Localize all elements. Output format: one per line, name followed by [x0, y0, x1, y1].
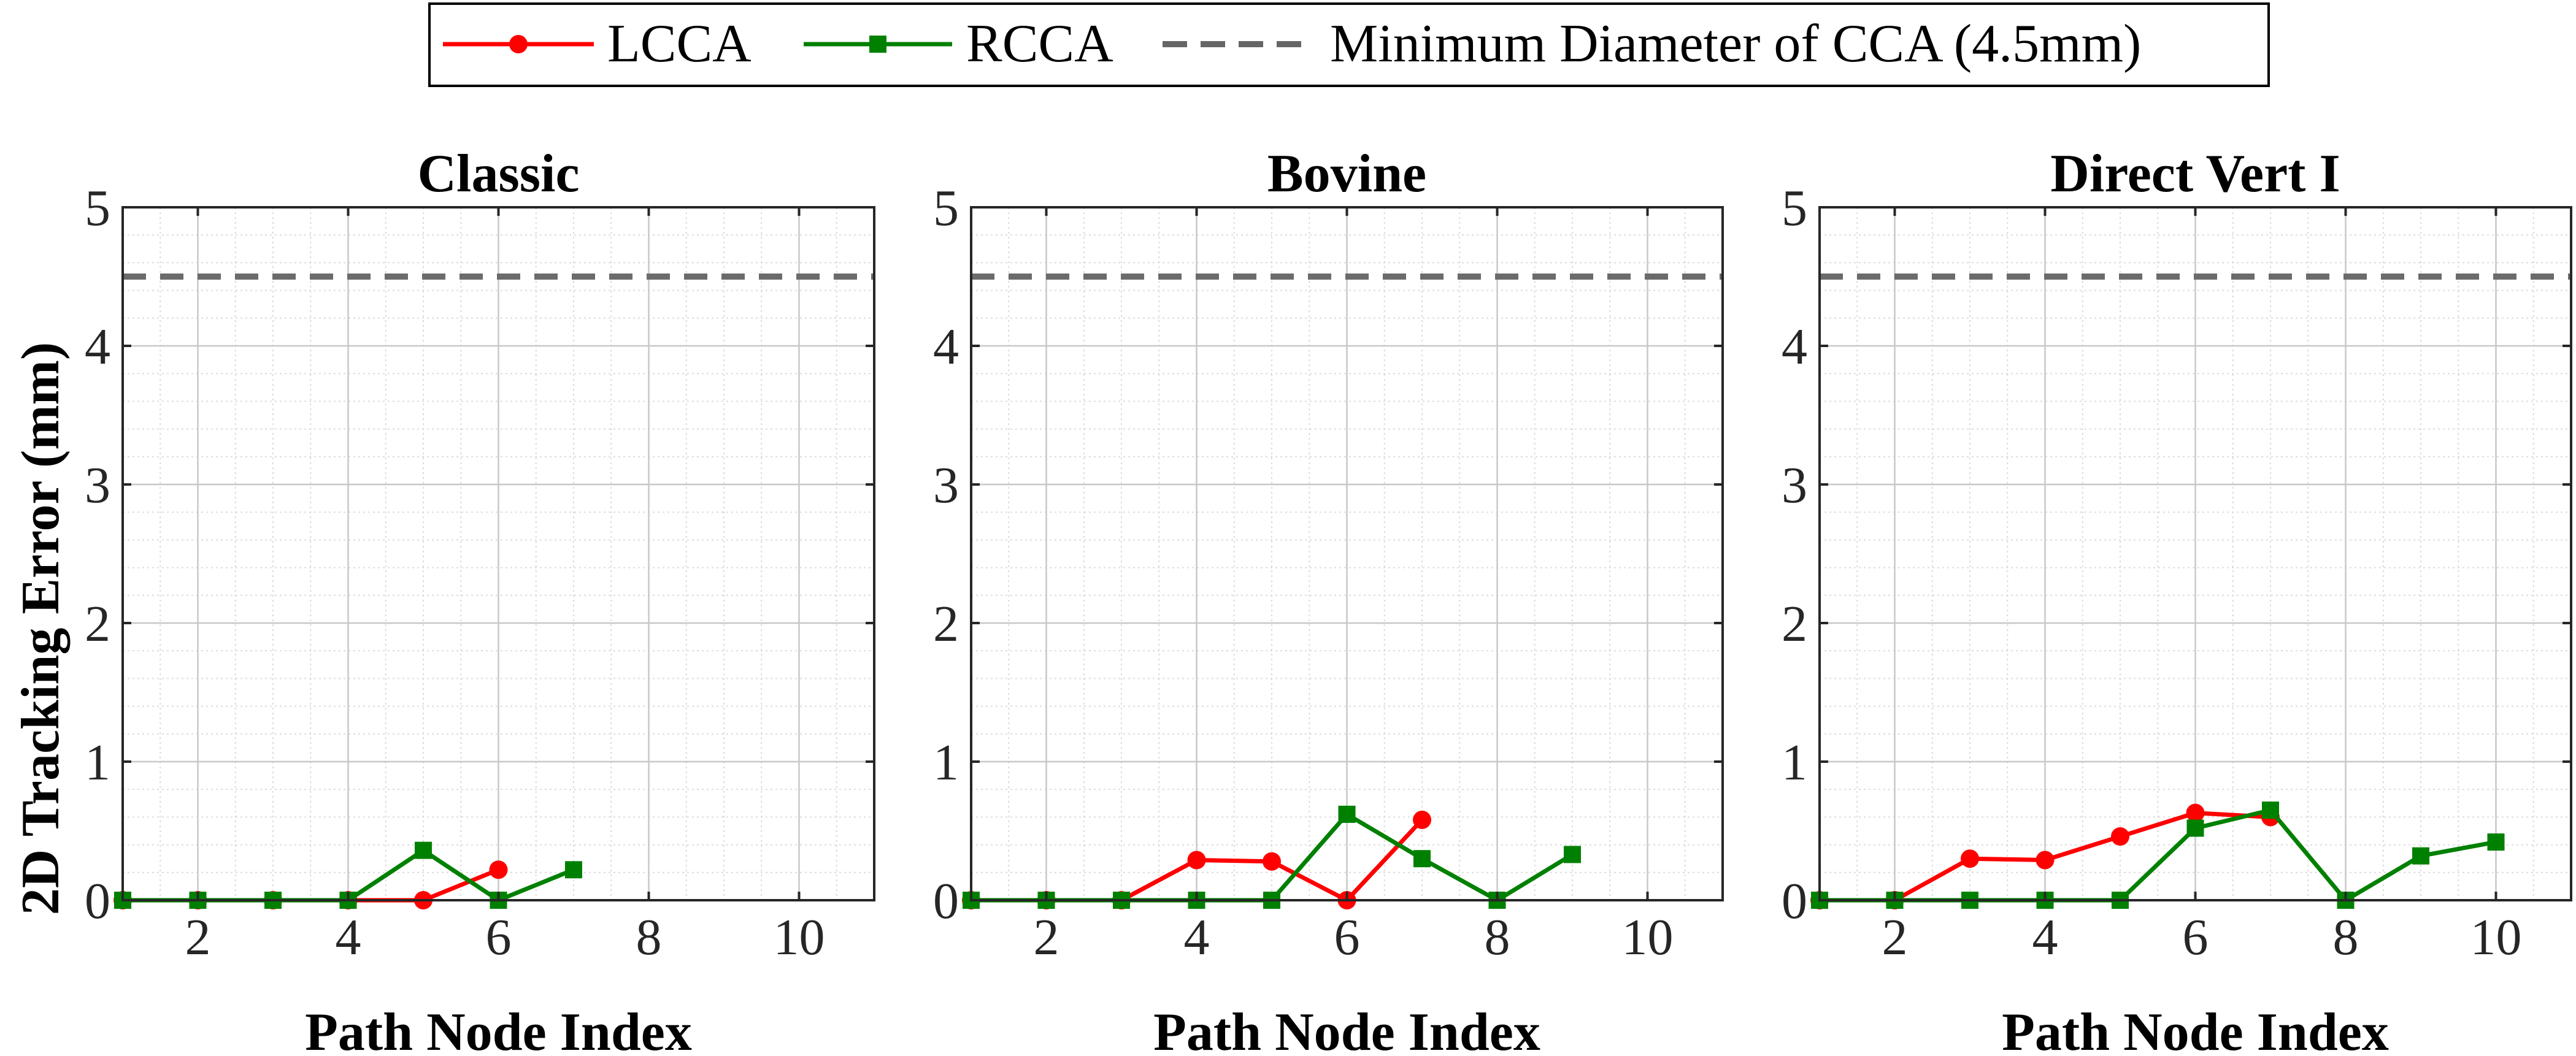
- data-point-rcca[interactable]: [2262, 802, 2279, 819]
- data-point-rcca[interactable]: [2412, 847, 2429, 865]
- legend-lcca-marker: [509, 35, 528, 53]
- y-tick-label: 3: [85, 457, 110, 514]
- chart-title: Direct Vert I: [2050, 144, 2340, 204]
- y-tick-label: 2: [933, 595, 959, 652]
- x-tick-label: 6: [2183, 909, 2209, 966]
- y-tick-label: 3: [1782, 457, 1807, 514]
- y-tick-label: 4: [85, 318, 110, 375]
- data-point-rcca[interactable]: [415, 841, 432, 859]
- data-point-lcca[interactable]: [1413, 810, 1431, 829]
- x-tick-label: 10: [774, 909, 825, 966]
- y-tick-label: 5: [85, 180, 110, 237]
- panel-3: 2 4 6 8 10 0 1 2 3 4 5 Direct Vert I Path Node Index: [1782, 144, 2572, 1056]
- y-tick-label: 1: [85, 734, 110, 791]
- y-tick-label: 2: [1782, 595, 1807, 652]
- y-tick-label: 1: [933, 734, 959, 791]
- x-tick-label: 10: [1622, 909, 1674, 966]
- data-point-rcca[interactable]: [2186, 819, 2204, 837]
- y-tick-label: 5: [1782, 180, 1807, 237]
- legend-lcca-label: LCCA: [607, 14, 752, 74]
- x-axis-label: Path Node Index: [2002, 1003, 2389, 1056]
- x-tick-label: 8: [636, 909, 662, 966]
- data-point-rcca[interactable]: [2487, 833, 2505, 851]
- y-axis-label: 2D Tracking Error (mm): [11, 342, 71, 915]
- data-point-lcca[interactable]: [2111, 827, 2129, 846]
- chart-title: Bovine: [1267, 144, 1426, 204]
- data-point-rcca[interactable]: [1413, 850, 1431, 868]
- legend-box: [428, 2, 2270, 87]
- legend-rcca-marker: [869, 36, 886, 53]
- y-tick-label: 5: [933, 180, 959, 237]
- x-tick-label: 2: [1882, 909, 1908, 966]
- x-tick-label: 2: [1034, 909, 1059, 966]
- legend[interactable]: LCCA RCCA Minimum Diameter of CCA (4.5mm…: [428, 2, 2270, 87]
- data-point-lcca[interactable]: [2186, 803, 2205, 822]
- x-tick-label: 2: [185, 909, 211, 966]
- y-tick-label: 4: [1782, 318, 1807, 375]
- y-tick-label: 4: [933, 318, 959, 375]
- x-tick-label: 4: [2032, 909, 2058, 966]
- x-tick-label: 6: [486, 909, 512, 966]
- tick-marks: [1820, 206, 2571, 901]
- panel-1: 2 4 6 8 10 0 1 2 3 4 5 Classic Path Node Index: [85, 144, 875, 1056]
- legend-entry-lcca[interactable]: LCCA: [443, 14, 752, 74]
- x-tick-label: 8: [1485, 909, 1510, 966]
- legend-entry-rcca[interactable]: RCCA: [804, 14, 1113, 74]
- y-tick-label: 0: [933, 873, 959, 930]
- tick-marks: [971, 206, 1723, 901]
- x-tick-label: 8: [2333, 909, 2359, 966]
- chart-title: Classic: [418, 144, 580, 204]
- legend-threshold-label: Minimum Diameter of CCA (4.5mm): [1330, 14, 2141, 74]
- x-tick-label: 4: [336, 909, 361, 966]
- panel-2: 2 4 6 8 10 0 1 2 3 4 5 Bovine Path Node Index: [933, 144, 1724, 1056]
- data-point-lcca[interactable]: [2036, 851, 2055, 870]
- data-point-rcca[interactable]: [1338, 805, 1356, 823]
- x-axis-label: Path Node Index: [1153, 1003, 1540, 1056]
- legend-rcca-label: RCCA: [966, 14, 1113, 74]
- y-tick-label: 0: [1782, 873, 1807, 930]
- data-point-lcca[interactable]: [1187, 851, 1206, 870]
- y-tick-label: 0: [85, 873, 110, 930]
- y-tick-label: 2: [85, 595, 110, 652]
- data-point-lcca[interactable]: [1263, 852, 1281, 871]
- x-axis-label: Path Node Index: [305, 1003, 692, 1056]
- data-point-lcca[interactable]: [1961, 849, 1979, 868]
- x-tick-label: 4: [1184, 909, 1210, 966]
- data-point-lcca[interactable]: [489, 860, 508, 879]
- x-tick-label: 6: [1334, 909, 1360, 966]
- data-point-rcca[interactable]: [565, 861, 582, 879]
- y-tick-label: 1: [1782, 734, 1807, 791]
- y-tick-label: 3: [933, 457, 959, 514]
- x-tick-label: 10: [2470, 909, 2522, 966]
- data-point-rcca[interactable]: [1564, 846, 1581, 863]
- tick-marks: [123, 206, 874, 901]
- legend-entry-threshold[interactable]: Minimum Diameter of CCA (4.5mm): [1163, 14, 2141, 74]
